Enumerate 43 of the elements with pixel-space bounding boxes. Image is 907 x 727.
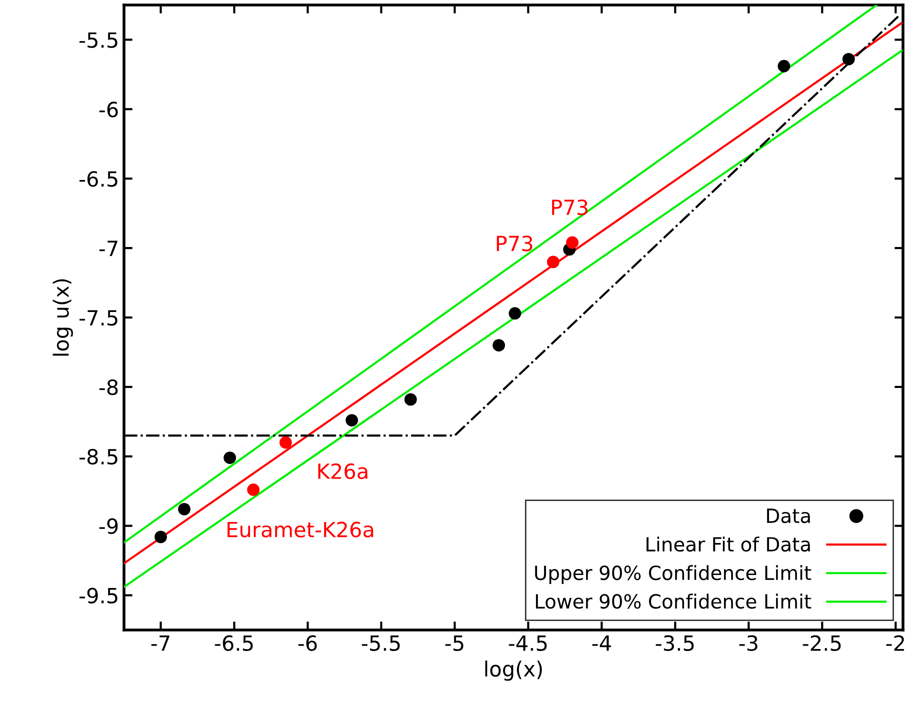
legend-label: Upper 90% Confidence Limit xyxy=(535,565,812,584)
point xyxy=(346,414,358,426)
x-tick-label: -5 xyxy=(445,636,464,651)
x-tick-label: -2.5 xyxy=(802,635,841,651)
x-tick-label: -3.5 xyxy=(656,635,694,651)
x-tick-label: -7 xyxy=(151,636,170,651)
y-tick-label: -7 xyxy=(99,240,118,256)
annotation: Euramet-K26a xyxy=(228,522,374,538)
y-tick-label: -9 xyxy=(99,518,118,534)
point xyxy=(546,256,560,268)
point xyxy=(508,307,522,320)
point xyxy=(566,236,579,249)
x-tick-label: -2 xyxy=(886,635,904,651)
point xyxy=(279,436,292,449)
x-tick-label: -4.5 xyxy=(508,636,547,651)
point xyxy=(842,52,855,66)
x-tick-label: -4 xyxy=(592,636,611,651)
y-tick-label: -6 xyxy=(99,102,118,118)
legend-label: Linear Fit of Data xyxy=(646,536,810,552)
point xyxy=(247,484,260,496)
point xyxy=(224,452,236,464)
point xyxy=(778,60,790,72)
annotation: K26a xyxy=(318,463,368,480)
point xyxy=(154,530,167,544)
x-tick-label: -3 xyxy=(739,635,758,651)
y-tick-label: -7.5 xyxy=(80,310,118,326)
y-tick-label: -5.5 xyxy=(80,32,118,48)
point xyxy=(492,339,506,352)
y-tick-label: -6.5 xyxy=(80,171,118,187)
y-tick-label: -9.5 xyxy=(80,588,118,604)
y-axis-title: log u(x) xyxy=(52,279,73,356)
x-tick-label: -6.5 xyxy=(214,635,253,651)
annotation: P73 xyxy=(496,236,532,252)
x-axis-title: log(x) xyxy=(485,660,542,681)
y-tick-label: -8.5 xyxy=(80,448,118,465)
annotation: P73 xyxy=(552,199,588,216)
point xyxy=(404,393,417,406)
point xyxy=(178,502,190,516)
y-tick-label: -8 xyxy=(99,379,118,396)
legend-label: Data xyxy=(767,508,810,524)
x-tick-label: -6 xyxy=(298,635,317,651)
legend-label: Lower 90% Confidence Limit xyxy=(536,594,812,609)
x-tick-label: -5.5 xyxy=(362,636,400,651)
